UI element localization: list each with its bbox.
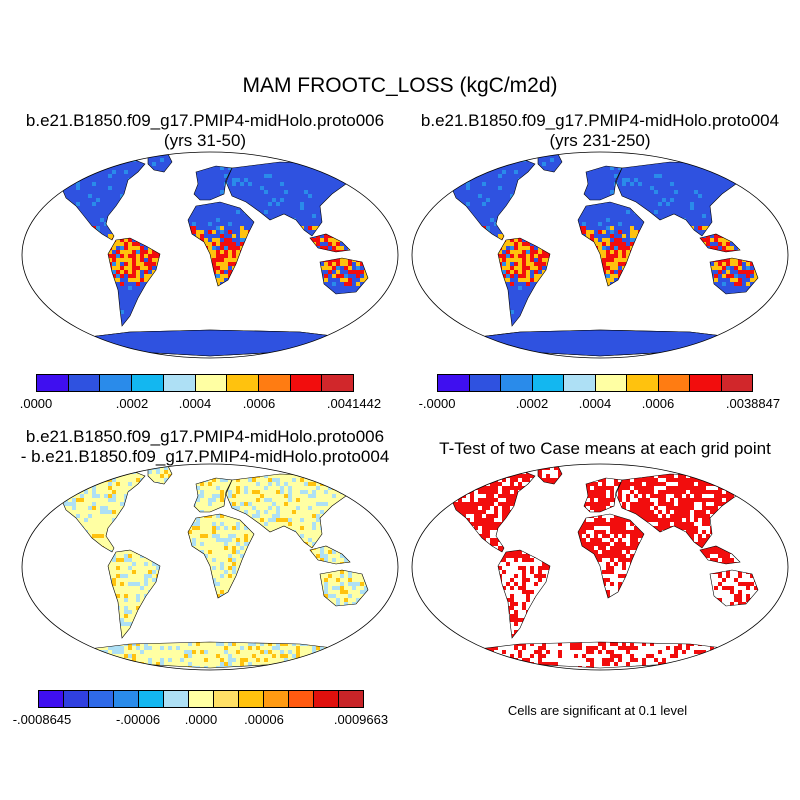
cb3-swatch-7 <box>214 691 239 707</box>
cb2-swatch-4 <box>564 375 596 391</box>
coastline-europe <box>583 165 623 201</box>
cb3-swatch-6 <box>189 691 214 707</box>
coastline-se-asia-islands <box>699 545 741 565</box>
cb2-swatch-3 <box>532 375 564 391</box>
cb2-label-3: .0006 <box>641 396 675 411</box>
cb3-swatch-3 <box>114 691 139 707</box>
cb1-swatch-6 <box>227 375 259 391</box>
coastline-africa <box>187 513 255 599</box>
panel2-title-line2: (yrs 231-250) <box>549 131 651 150</box>
cb1-label-3: .0006 <box>242 396 276 411</box>
cb2-label-2: .0004 <box>578 396 612 411</box>
cb1-swatch-8 <box>290 375 323 391</box>
cb1-label-1: .0002 <box>115 396 149 411</box>
coastline-europe <box>583 477 623 513</box>
cb3-label-3: .00006 <box>244 712 284 727</box>
cb3-swatch-0 <box>39 691 64 707</box>
cb3-swatch-12 <box>339 691 363 707</box>
cb1-label-4: .0041442 <box>326 396 382 411</box>
cb3-swatch-2 <box>89 691 114 707</box>
coastline-europe <box>193 165 233 201</box>
map-panel-ttest <box>411 463 789 671</box>
cb3-swatch-1 <box>64 691 89 707</box>
cb3-label-1: -.00006 <box>115 712 161 727</box>
cb2-swatch-1 <box>469 375 501 391</box>
cb2-label-1: .0002 <box>515 396 549 411</box>
coastline-africa <box>577 513 645 599</box>
map-border <box>21 151 399 359</box>
map-panel-case2 <box>411 151 789 359</box>
cb1-swatch-9 <box>322 375 354 391</box>
cb1-swatch-4 <box>163 375 196 391</box>
colorbar-case1 <box>36 374 354 392</box>
map-border <box>411 151 789 359</box>
cb1-swatch-0 <box>37 375 69 391</box>
coastline-south-america <box>497 549 551 639</box>
panel1-title-line1: b.e21.B1850.f09_g17.PMIP4-midHolo.proto0… <box>25 111 385 130</box>
cb1-label-2: .0004 <box>178 396 212 411</box>
cb1-swatch-2 <box>100 375 133 391</box>
cb2-swatch-0 <box>438 375 470 391</box>
cb3-label-4: .0009663 <box>333 712 389 727</box>
coastline-south-america <box>497 237 551 327</box>
cb2-label-0: -.0000 <box>418 396 456 411</box>
cb3-swatch-11 <box>314 691 339 707</box>
coastline-australia <box>709 569 759 607</box>
coastline-se-asia-islands <box>699 233 741 253</box>
cb3-label-0: -.0008645 <box>12 712 72 727</box>
coastline-australia <box>319 569 369 607</box>
map-panel-difference <box>21 463 399 671</box>
colorbar-case2 <box>437 374 753 392</box>
cb1-swatch-7 <box>258 375 291 391</box>
coastline-se-asia-islands <box>309 233 351 253</box>
cb1-label-0: .0000 <box>19 396 53 411</box>
cb1-swatch-1 <box>68 375 101 391</box>
cb2-swatch-9 <box>721 375 752 391</box>
cb3-swatch-10 <box>289 691 314 707</box>
cb2-swatch-5 <box>595 375 627 391</box>
coastline-australia <box>319 257 369 295</box>
coastline-europe <box>193 477 233 513</box>
panel1-title-line2: (yrs 31-50) <box>163 131 247 150</box>
cb2-swatch-8 <box>690 375 722 391</box>
panel3-title-line2: - b.e21.B1850.f09_g17.PMIP4-midHolo.prot… <box>20 447 390 466</box>
map-border <box>411 463 789 671</box>
coastline-africa <box>577 201 645 287</box>
map-panel-case1 <box>21 151 399 359</box>
coastline-africa <box>187 201 255 287</box>
cb3-label-2: .0000 <box>184 712 218 727</box>
cb3-swatch-5 <box>164 691 189 707</box>
colorbar-difference <box>38 690 364 708</box>
coastline-se-asia-islands <box>309 545 351 565</box>
panel3-title-line1: b.e21.B1850.f09_g17.PMIP4-midHolo.proto0… <box>25 427 385 446</box>
main-title: MAM FROOTC_LOSS (kgC/m2d) <box>242 74 558 97</box>
cb2-swatch-6 <box>627 375 659 391</box>
panel1-title: b.e21.B1850.f09_g17.PMIP4-midHolo.proto0… <box>10 111 400 151</box>
cb2-swatch-2 <box>501 375 533 391</box>
panel2-title-line1: b.e21.B1850.f09_g17.PMIP4-midHolo.proto0… <box>420 111 780 130</box>
cb3-swatch-4 <box>139 691 164 707</box>
coastline-south-america <box>107 549 161 639</box>
cb2-label-4: .0038847 <box>725 396 781 411</box>
antarctica-fill <box>79 329 351 357</box>
coastline-south-america <box>107 237 161 327</box>
cb1-swatch-3 <box>132 375 164 391</box>
map-border <box>21 463 399 671</box>
significance-note: Cells are significant at 0.1 level <box>507 703 688 718</box>
panel4-title: T-Test of two Case means at each grid po… <box>439 439 771 458</box>
panel3-title: b.e21.B1850.f09_g17.PMIP4-midHolo.proto0… <box>5 427 405 467</box>
cb1-swatch-5 <box>195 375 228 391</box>
cb3-swatch-9 <box>264 691 289 707</box>
cb2-swatch-7 <box>658 375 690 391</box>
cb3-swatch-8 <box>239 691 264 707</box>
coastline-australia <box>709 257 759 295</box>
antarctica-fill <box>469 329 741 357</box>
panel2-title: b.e21.B1850.f09_g17.PMIP4-midHolo.proto0… <box>405 111 795 151</box>
